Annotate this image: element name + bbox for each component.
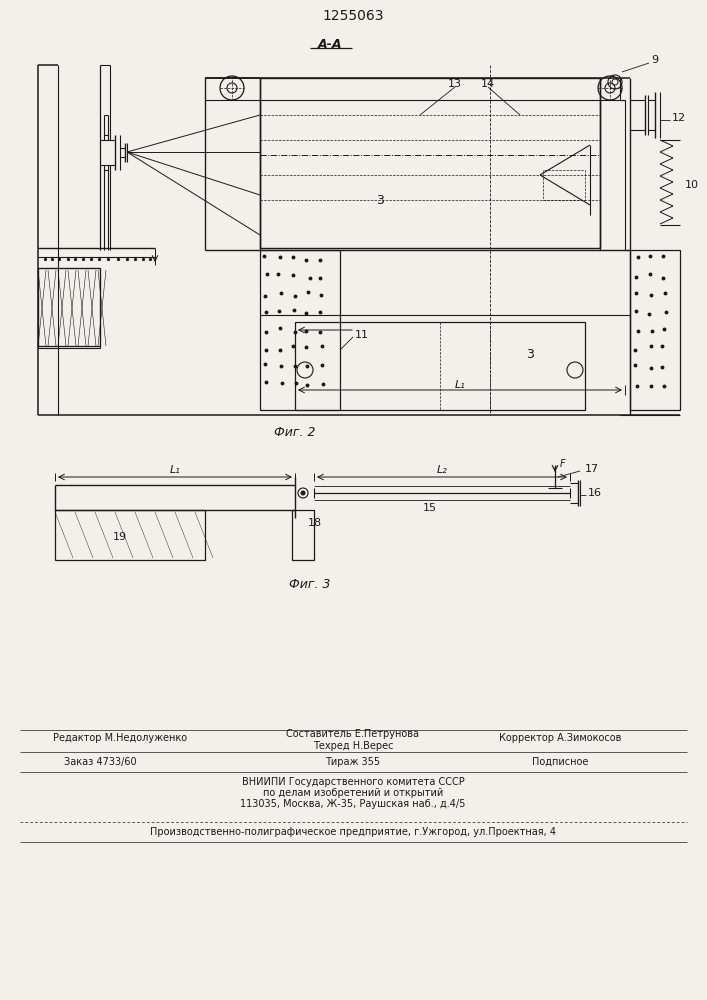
Text: L₁: L₁ xyxy=(170,465,180,475)
Text: 13: 13 xyxy=(448,79,462,89)
Text: 14: 14 xyxy=(481,79,495,89)
Bar xyxy=(260,78,600,248)
Circle shape xyxy=(301,491,305,495)
Text: 10: 10 xyxy=(685,180,699,190)
Text: 3: 3 xyxy=(376,194,384,207)
Text: 12: 12 xyxy=(672,113,686,123)
Text: 17: 17 xyxy=(585,464,599,474)
Text: 11: 11 xyxy=(355,330,369,340)
Bar xyxy=(55,510,205,560)
Text: Фиг. 3: Фиг. 3 xyxy=(289,578,331,591)
Text: А-А: А-А xyxy=(317,37,342,50)
Text: L₁: L₁ xyxy=(455,380,465,390)
Text: 19: 19 xyxy=(113,532,127,542)
Text: 15: 15 xyxy=(423,503,437,513)
Text: Редактор М.Недолуженко: Редактор М.Недолуженко xyxy=(53,733,187,743)
Text: Подписное: Подписное xyxy=(532,757,588,767)
Text: ВНИИПИ Государственного комитета СССР: ВНИИПИ Государственного комитета СССР xyxy=(242,777,464,787)
Text: L₂: L₂ xyxy=(437,465,448,475)
Bar xyxy=(38,268,100,346)
Bar xyxy=(38,268,100,348)
Text: F: F xyxy=(560,459,566,469)
Bar xyxy=(543,170,585,200)
Bar xyxy=(260,250,340,410)
Text: 9: 9 xyxy=(651,55,658,65)
Text: Техред Н.Верес: Техред Н.Верес xyxy=(312,741,393,751)
Text: по делам изобретений и открытий: по делам изобретений и открытий xyxy=(263,788,443,798)
Text: Корректор А.Зимокосов: Корректор А.Зимокосов xyxy=(499,733,621,743)
Text: Составитель Е.Петрунова: Составитель Е.Петрунова xyxy=(286,729,419,739)
Text: Тираж 355: Тираж 355 xyxy=(325,757,380,767)
Text: 16: 16 xyxy=(588,488,602,498)
Text: Производственно-полиграфическое предприятие, г.Ужгород, ул.Проектная, 4: Производственно-полиграфическое предприя… xyxy=(150,827,556,837)
Bar xyxy=(295,322,585,410)
Text: 3: 3 xyxy=(526,349,534,361)
Text: Фиг. 2: Фиг. 2 xyxy=(274,426,316,438)
Bar xyxy=(292,510,314,560)
Bar xyxy=(630,250,680,410)
Text: Заказ 4733/60: Заказ 4733/60 xyxy=(64,757,136,767)
Text: 113035, Москва, Ж-35, Раушская наб., д.4/5: 113035, Москва, Ж-35, Раушская наб., д.4… xyxy=(240,799,466,809)
Text: 1255063: 1255063 xyxy=(322,9,384,23)
Text: 18: 18 xyxy=(308,518,322,528)
